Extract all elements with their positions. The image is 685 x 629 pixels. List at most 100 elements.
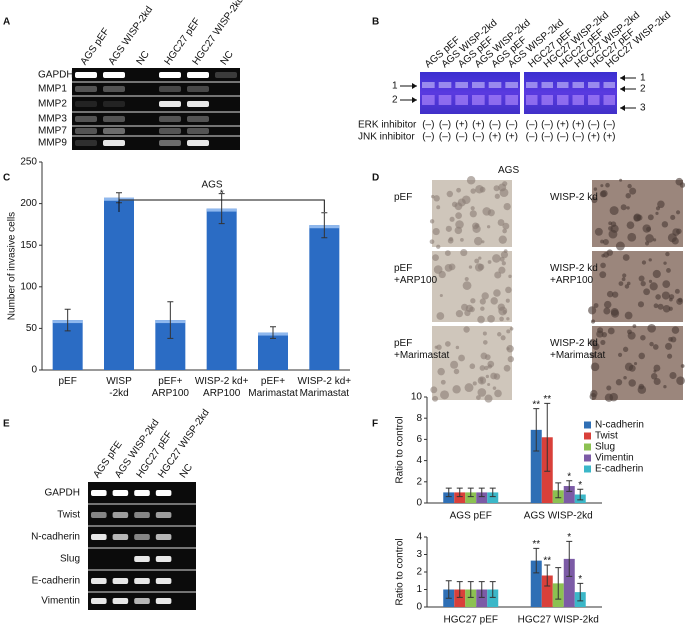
- cell: [481, 292, 489, 300]
- cell: [455, 212, 462, 219]
- cell: [645, 234, 654, 243]
- gel-band: [134, 598, 150, 604]
- error-bar: [270, 326, 276, 339]
- x-tick-label: WISP -2kd: [106, 376, 132, 399]
- y-axis-label: Ratio to control: [395, 538, 406, 605]
- significance-star: *: [567, 532, 571, 543]
- legend-label: Slug: [595, 442, 615, 453]
- bar: [476, 492, 488, 503]
- zymo-band: [526, 95, 538, 105]
- gel-band: [103, 101, 125, 107]
- bar: [563, 558, 575, 607]
- row-label: Slug: [60, 554, 80, 565]
- image-label: WISP-2 kd +ARP100: [550, 263, 598, 286]
- cell: [487, 314, 495, 323]
- cell: [487, 260, 492, 264]
- cell: [603, 300, 612, 309]
- gel-band: [159, 116, 181, 122]
- cell: [455, 345, 460, 350]
- cell: [665, 251, 670, 257]
- cell: [644, 241, 650, 246]
- cell: [589, 392, 597, 400]
- gel-band: [112, 512, 129, 518]
- inhibitor-state: (–): [588, 120, 600, 131]
- cell: [672, 228, 680, 236]
- zymo-band: [472, 95, 485, 105]
- cell: [662, 280, 671, 289]
- cell: [652, 238, 657, 242]
- cell: [439, 293, 443, 298]
- image-label: WISP-2 kd +Marimastat: [550, 338, 606, 361]
- cell: [650, 373, 658, 380]
- y-tick-label: 4: [416, 532, 422, 543]
- cell: [619, 178, 623, 182]
- bar: [530, 560, 542, 607]
- cell: [501, 261, 506, 266]
- cell: [445, 225, 452, 232]
- zymo-band: [588, 82, 600, 88]
- gel-band: [134, 578, 150, 584]
- bar: [454, 492, 466, 503]
- gel-band: [134, 534, 150, 540]
- panel-letter: A: [3, 17, 10, 28]
- zymo-band: [588, 95, 600, 105]
- error-bar: [445, 487, 452, 498]
- inhibitor-state: (–): [526, 120, 538, 131]
- row-label: ERK inhibitor: [358, 120, 417, 131]
- cell: [626, 206, 630, 210]
- panel-letter: C: [3, 173, 10, 184]
- x-tick-label: pEF+ ARP100: [151, 376, 189, 399]
- gel-band: [75, 72, 97, 78]
- error-bar: [533, 408, 540, 452]
- cell: [600, 184, 604, 188]
- cell: [478, 256, 482, 260]
- cell: [608, 229, 618, 239]
- zymo-band: [422, 82, 435, 88]
- cell: [480, 306, 485, 311]
- inhibitor-state: (–): [541, 132, 553, 143]
- arrow-head: [412, 97, 417, 103]
- cell: [680, 364, 685, 368]
- zymo-band: [422, 95, 435, 105]
- arrow-head: [620, 75, 625, 81]
- inhibitor-state: (+): [489, 132, 502, 143]
- cell: [676, 376, 685, 386]
- cell: [634, 362, 638, 366]
- significance-star: *: [567, 471, 571, 482]
- cell: [479, 298, 486, 305]
- gel-band: [159, 128, 181, 134]
- cell: [484, 365, 489, 371]
- cell: [477, 263, 485, 271]
- error-bar: [555, 567, 562, 600]
- gel-band: [155, 598, 172, 604]
- cell: [628, 379, 636, 387]
- image-label: WISP-2 kd: [550, 192, 598, 203]
- cell: [466, 175, 476, 185]
- cell: [455, 310, 464, 318]
- cell: [669, 297, 673, 302]
- row-label: Twist: [57, 510, 80, 521]
- y-tick-label: 250: [20, 157, 37, 168]
- cell: [461, 195, 471, 205]
- y-tick-label: 150: [20, 240, 37, 251]
- cell: [468, 265, 473, 269]
- gel-band: [134, 512, 150, 518]
- y-tick-label: 8: [416, 413, 422, 424]
- y-tick-label: 2: [416, 567, 422, 578]
- inhibitor-state: (–): [603, 120, 615, 131]
- gel-band: [75, 86, 97, 92]
- cell: [464, 383, 474, 393]
- zymo-band: [438, 82, 452, 88]
- inhibitor-state: (+): [455, 120, 468, 131]
- zymo-band: [557, 82, 569, 88]
- lane-label: NC: [178, 462, 195, 480]
- cell: [497, 303, 505, 311]
- cell: [640, 334, 646, 341]
- cell: [653, 364, 661, 372]
- gel-band: [159, 101, 181, 107]
- y-tick-label: 4: [416, 455, 422, 466]
- legend-label: Vimentin: [595, 453, 634, 464]
- zymo-band: [557, 95, 569, 105]
- cell: [617, 352, 623, 357]
